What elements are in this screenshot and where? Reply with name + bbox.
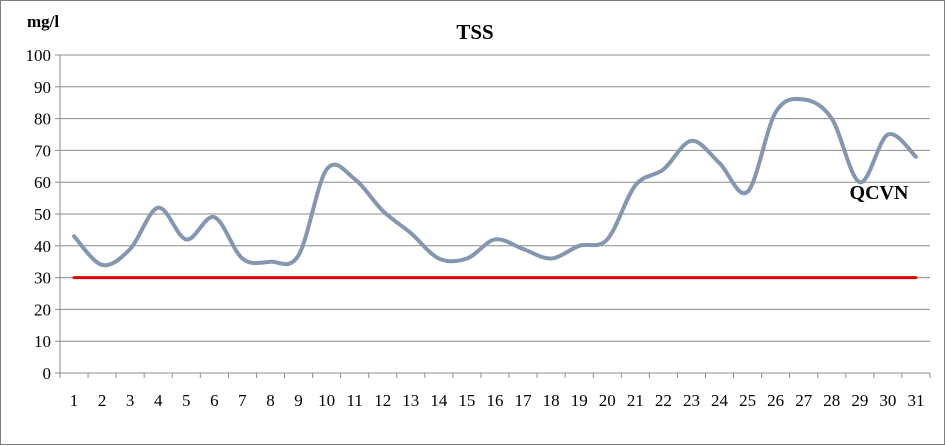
x-tick-label: 5 (182, 391, 191, 410)
x-tick-label: 6 (210, 391, 219, 410)
x-tick-label: 30 (879, 391, 896, 410)
x-tick-label: 15 (458, 391, 475, 410)
axes (55, 55, 930, 378)
x-tick-label: 11 (346, 391, 362, 410)
y-tick-label: 80 (34, 110, 51, 129)
x-tick-label: 31 (907, 391, 924, 410)
y-tick-label: 0 (43, 364, 52, 383)
x-tick-label: 2 (98, 391, 107, 410)
x-tick-label: 10 (318, 391, 335, 410)
y-tick-label: 100 (26, 46, 52, 65)
x-tick-label: 27 (795, 391, 813, 410)
x-tick-label: 1 (70, 391, 79, 410)
y-tick-label: 30 (34, 269, 51, 288)
series-lines (74, 99, 916, 278)
x-tick-label: 29 (851, 391, 868, 410)
x-tick-label: 17 (515, 391, 533, 410)
x-tick-label: 13 (402, 391, 419, 410)
y-tick-labels: 0 10 20 30 40 50 60 70 80 90 100 (26, 46, 52, 383)
x-tick-label: 3 (126, 391, 135, 410)
x-tick-label: 26 (767, 391, 784, 410)
x-tick-label: 21 (627, 391, 644, 410)
y-tick-label: 20 (34, 300, 51, 319)
y-axis-unit-label: mg/l (27, 12, 59, 31)
x-tick-label: 9 (294, 391, 303, 410)
y-tick-label: 10 (34, 332, 51, 351)
x-tick-label: 24 (711, 391, 729, 410)
y-tick-label: 50 (34, 205, 51, 224)
y-tick-label: 70 (34, 141, 51, 160)
x-tick-label: 8 (266, 391, 275, 410)
x-tick-label: 23 (683, 391, 700, 410)
x-tick-label: 18 (543, 391, 560, 410)
chart-title: TSS (456, 20, 493, 44)
x-tick-label: 14 (430, 391, 448, 410)
x-tick-label: 25 (739, 391, 756, 410)
x-tick-label: 7 (238, 391, 247, 410)
x-tick-label: 22 (655, 391, 672, 410)
x-tick-label: 16 (487, 391, 504, 410)
y-tick-label: 90 (34, 78, 51, 97)
x-tick-label: 12 (374, 391, 391, 410)
x-tick-label: 20 (599, 391, 616, 410)
x-tick-label: 4 (154, 391, 163, 410)
x-tick-label: 28 (823, 391, 840, 410)
x-tick-label: 19 (571, 391, 588, 410)
y-tick-label: 60 (34, 173, 51, 192)
y-tick-label: 40 (34, 237, 51, 256)
annotation-qcvn: QCVN (850, 182, 909, 204)
